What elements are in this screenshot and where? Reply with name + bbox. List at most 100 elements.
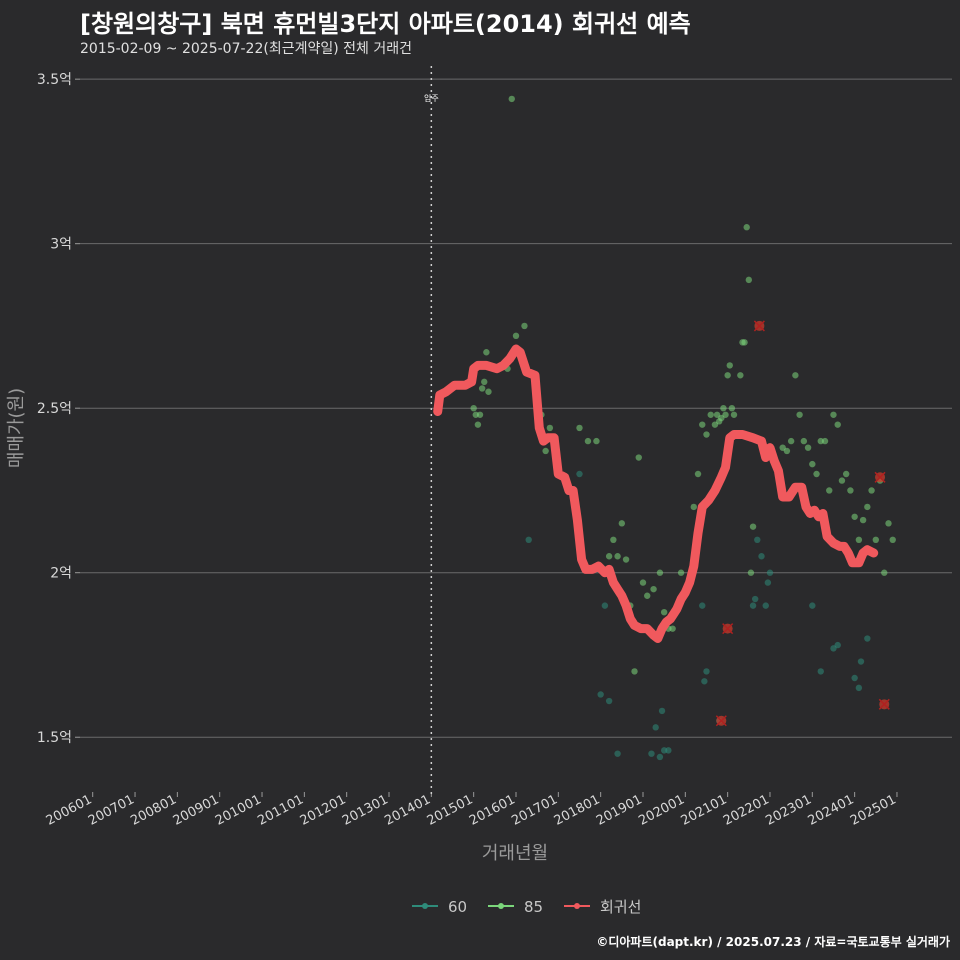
series-85-point [726, 362, 733, 369]
x-tick-label: 201601 [467, 792, 518, 829]
series-85-point [512, 332, 520, 340]
series-85-point [741, 339, 748, 346]
legend: 60 85 회귀선 [412, 898, 641, 916]
x-tick-label: 201801 [552, 792, 603, 829]
series-85-point [787, 437, 795, 445]
series-85-point [707, 411, 714, 418]
x-tick-label: 202401 [806, 792, 857, 829]
series-85-point [842, 470, 850, 478]
x-tick-label: 200701 [86, 792, 137, 829]
series-85-point [745, 276, 753, 284]
series-60-point [762, 602, 769, 609]
series-85-point [881, 569, 888, 576]
series-85-point [470, 404, 477, 412]
series-85-point [885, 520, 892, 527]
chart-subtitle: 2015-02-09 ~ 2025-07-22(최근계약일) 전체 거래건 [80, 41, 412, 57]
x-tick-label: 202201 [721, 792, 772, 829]
series-85-point [694, 470, 702, 478]
series-85-point [622, 556, 630, 563]
series-85-point [872, 536, 880, 544]
series-60-point [751, 595, 759, 603]
legend-swatch-dot [498, 903, 504, 909]
series-85-point [851, 513, 858, 520]
series-85-point [730, 411, 738, 418]
series-85-point [635, 454, 642, 461]
series-85-point [859, 516, 867, 524]
outlier-marker [722, 623, 734, 635]
series-85-point [813, 470, 820, 478]
credit-footer: ©디아파트(dapt.kr) / 2025.07.23 / 자료=국토교통부 실… [596, 935, 950, 949]
x-tick-label: 201901 [594, 792, 645, 829]
series-85-point [618, 520, 626, 527]
series-85-point [847, 487, 854, 494]
series-60-point [652, 724, 659, 731]
series-85-point [631, 668, 638, 675]
x-tick-label: 200901 [171, 792, 222, 829]
series-85-point [476, 411, 484, 418]
outlier-cross [722, 623, 734, 635]
x-tick-label: 202001 [636, 792, 687, 829]
series-60-point [754, 536, 761, 544]
x-axis-ticks: 2006012007012008012009012010012011012012… [44, 792, 899, 829]
series-60-point [809, 602, 816, 609]
series-85-point [614, 553, 621, 560]
series-60-point [656, 753, 664, 761]
x-tick-label: 201001 [213, 792, 264, 829]
series-60-point [665, 747, 672, 754]
series-85-point [864, 503, 871, 511]
outlier-marker [874, 471, 886, 483]
series-85-point [508, 95, 515, 103]
outlier-cross [715, 715, 727, 727]
series-60-point [764, 579, 772, 586]
series-85-point [743, 224, 750, 231]
legend-swatch-dot [574, 903, 580, 909]
x-tick-label: 202101 [679, 792, 730, 829]
series-85-point [485, 388, 492, 395]
series-60-point [749, 602, 757, 609]
outlier-marker [878, 698, 890, 710]
series-60-point [766, 569, 774, 576]
series-85-point [478, 385, 486, 392]
outlier-cross [878, 698, 890, 710]
series-60-point [658, 707, 666, 715]
series-85-point [639, 579, 647, 586]
series-60-point [855, 684, 863, 692]
series-60-point [699, 602, 706, 609]
legend-item-1: 85 [488, 898, 543, 916]
chart-title: [창원의창구] 북면 휴먼빌3단지 아파트(2014) 회귀선 예측 [80, 10, 691, 38]
series-85-point [838, 477, 846, 484]
series-60-point [601, 602, 609, 609]
series-85-point [796, 411, 803, 418]
series-85-point [690, 503, 697, 511]
y-axis-title: 매매가(원) [6, 388, 27, 468]
y-tick-label: 2억 [50, 566, 72, 582]
series-85-point [826, 487, 833, 494]
x-tick-label: 200801 [128, 792, 179, 829]
series-85-point [521, 322, 528, 330]
move-in-annotation: 입주 [424, 66, 439, 796]
gridlines [80, 78, 952, 738]
series-60-point [817, 668, 824, 675]
series-85-point [783, 447, 791, 455]
series-85-point [483, 349, 490, 356]
x-tick-label: 201301 [340, 792, 391, 829]
legend-swatch-dot [422, 903, 428, 909]
series-85-point [868, 487, 875, 494]
series-85-point [834, 421, 841, 428]
series-85-point [474, 421, 482, 428]
series-85-point [605, 553, 613, 560]
series-60-point [834, 641, 841, 649]
y-tick-label: 3.5억 [37, 72, 72, 88]
series-60-point [614, 750, 621, 757]
series-85-point [546, 424, 554, 432]
series-85-point [669, 625, 676, 632]
legend-label: 회귀선 [600, 898, 641, 916]
series-85-point [724, 372, 731, 379]
series-60-point [857, 658, 865, 665]
series-60-point [701, 678, 708, 685]
series-85-point [792, 372, 799, 379]
x-tick-label: 201501 [425, 792, 476, 829]
regression-path [433, 344, 879, 643]
outlier-marker [753, 320, 765, 332]
series-85-point [576, 424, 583, 432]
